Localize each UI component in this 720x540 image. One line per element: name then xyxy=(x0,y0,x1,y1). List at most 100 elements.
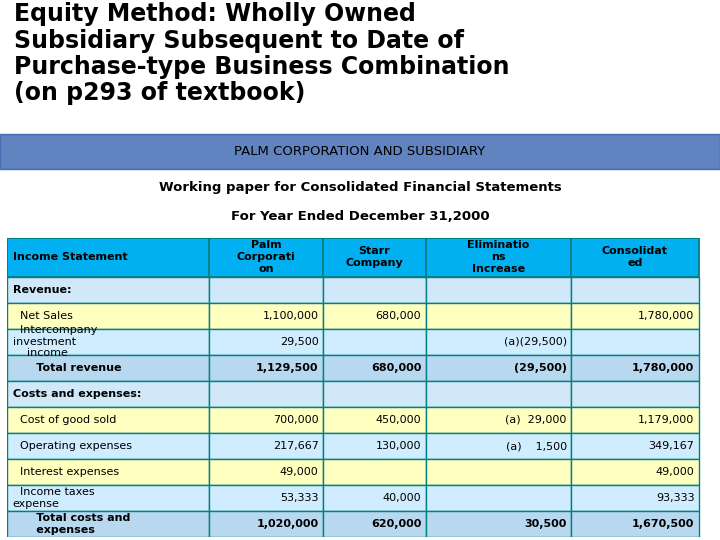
Text: PALM CORPORATION AND SUBSIDIARY: PALM CORPORATION AND SUBSIDIARY xyxy=(235,145,485,158)
Text: 93,333: 93,333 xyxy=(656,493,694,503)
Text: 1,780,000: 1,780,000 xyxy=(632,363,694,373)
Bar xyxy=(571,381,698,407)
Text: 30,500: 30,500 xyxy=(524,519,567,529)
Bar xyxy=(426,276,571,302)
Bar xyxy=(0,134,720,169)
Text: Total costs and
      expenses: Total costs and expenses xyxy=(13,514,130,535)
Text: Total revenue: Total revenue xyxy=(13,363,122,373)
Bar xyxy=(426,459,571,485)
Bar xyxy=(7,511,210,537)
Bar xyxy=(571,302,698,329)
Bar xyxy=(323,329,426,355)
Text: 1,129,500: 1,129,500 xyxy=(256,363,318,373)
Text: 40,000: 40,000 xyxy=(383,493,421,503)
Text: Intercompany
investment
    income: Intercompany investment income xyxy=(13,325,97,359)
Bar xyxy=(210,407,323,433)
Bar xyxy=(7,485,210,511)
Bar xyxy=(210,511,323,537)
Bar xyxy=(426,238,571,276)
Bar xyxy=(323,433,426,459)
Bar xyxy=(323,381,426,407)
Bar xyxy=(323,276,426,302)
Text: 700,000: 700,000 xyxy=(273,415,318,425)
Bar xyxy=(571,459,698,485)
Text: Revenue:: Revenue: xyxy=(13,285,71,295)
Bar xyxy=(210,302,323,329)
Text: 1,780,000: 1,780,000 xyxy=(638,310,694,321)
Bar xyxy=(426,511,571,537)
Bar xyxy=(571,485,698,511)
Text: 1,100,000: 1,100,000 xyxy=(263,310,318,321)
Bar xyxy=(7,302,210,329)
Bar xyxy=(210,433,323,459)
Bar xyxy=(323,485,426,511)
Bar xyxy=(426,302,571,329)
Text: (a)    1,500: (a) 1,500 xyxy=(505,441,567,451)
Text: 29,500: 29,500 xyxy=(280,337,318,347)
Bar xyxy=(7,276,210,302)
Bar xyxy=(426,381,571,407)
Bar xyxy=(7,238,210,276)
Bar xyxy=(426,407,571,433)
Bar xyxy=(323,459,426,485)
Bar xyxy=(571,355,698,381)
Text: Eliminatio
ns
Increase: Eliminatio ns Increase xyxy=(467,240,529,274)
Text: 620,000: 620,000 xyxy=(371,519,421,529)
Text: Equity Method: Wholly Owned
Subsidiary Subsequent to Date of
Purchase-type Busin: Equity Method: Wholly Owned Subsidiary S… xyxy=(14,2,510,105)
Bar xyxy=(571,433,698,459)
Bar xyxy=(323,511,426,537)
Bar xyxy=(7,329,210,355)
Text: 49,000: 49,000 xyxy=(656,467,694,477)
Bar xyxy=(210,329,323,355)
Bar xyxy=(571,329,698,355)
Bar xyxy=(323,355,426,381)
Text: (a)(29,500): (a)(29,500) xyxy=(503,337,567,347)
Text: Palm
Corporati
on: Palm Corporati on xyxy=(237,240,295,274)
Bar xyxy=(7,407,210,433)
Text: 450,000: 450,000 xyxy=(376,415,421,425)
Text: 130,000: 130,000 xyxy=(376,441,421,451)
Bar xyxy=(323,407,426,433)
Bar xyxy=(426,329,571,355)
Bar xyxy=(210,355,323,381)
Text: (29,500): (29,500) xyxy=(514,363,567,373)
Text: 1,670,500: 1,670,500 xyxy=(632,519,694,529)
Bar xyxy=(210,381,323,407)
Text: 680,000: 680,000 xyxy=(376,310,421,321)
Text: Income Statement: Income Statement xyxy=(13,252,127,262)
Bar xyxy=(571,407,698,433)
Bar xyxy=(210,238,323,276)
Bar xyxy=(7,381,210,407)
Bar xyxy=(7,433,210,459)
Bar xyxy=(426,433,571,459)
Bar xyxy=(426,485,571,511)
Text: Income taxes
expense: Income taxes expense xyxy=(13,488,94,509)
Text: Interest expenses: Interest expenses xyxy=(13,467,119,477)
Bar xyxy=(210,276,323,302)
Bar xyxy=(571,511,698,537)
Bar xyxy=(210,485,323,511)
Bar xyxy=(571,238,698,276)
Text: 49,000: 49,000 xyxy=(280,467,318,477)
Text: (a)  29,000: (a) 29,000 xyxy=(505,415,567,425)
Bar xyxy=(426,355,571,381)
Bar xyxy=(7,355,210,381)
Text: 680,000: 680,000 xyxy=(371,363,421,373)
Text: 217,667: 217,667 xyxy=(273,441,318,451)
Text: Consolidat
ed: Consolidat ed xyxy=(602,246,668,268)
Bar xyxy=(0,134,720,169)
Text: Starr
Company: Starr Company xyxy=(346,246,403,268)
Text: Operating expenses: Operating expenses xyxy=(13,441,132,451)
Text: For Year Ended December 31,2000: For Year Ended December 31,2000 xyxy=(230,210,490,222)
Text: Working paper for Consolidated Financial Statements: Working paper for Consolidated Financial… xyxy=(158,181,562,194)
Bar xyxy=(7,459,210,485)
Bar xyxy=(323,302,426,329)
Bar xyxy=(571,276,698,302)
Text: Net Sales: Net Sales xyxy=(13,310,73,321)
Bar xyxy=(210,459,323,485)
Text: 1,020,000: 1,020,000 xyxy=(256,519,318,529)
Text: 349,167: 349,167 xyxy=(649,441,694,451)
Bar xyxy=(323,238,426,276)
Text: Costs and expenses:: Costs and expenses: xyxy=(13,389,141,399)
Text: 1,179,000: 1,179,000 xyxy=(638,415,694,425)
